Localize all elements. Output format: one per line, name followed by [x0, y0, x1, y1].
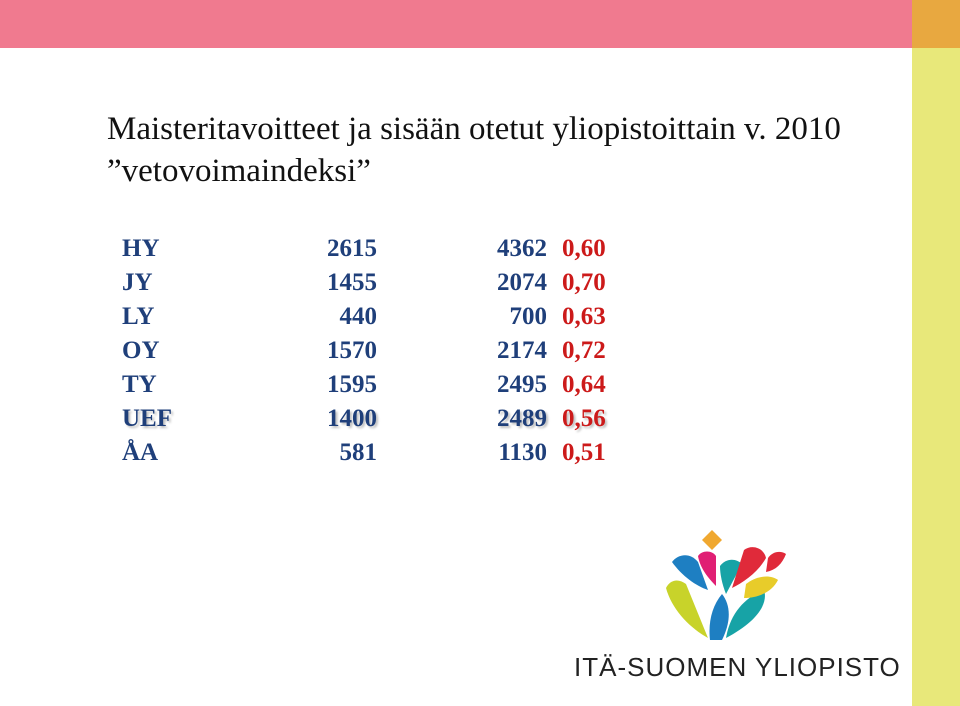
- target-value: 1400: [327, 405, 377, 432]
- admitted-value: 2495: [497, 371, 547, 398]
- target-value: 440: [339, 303, 378, 330]
- title-line-1: Maisteritavoitteet ja sisään otetut ylio…: [107, 111, 841, 147]
- admitted-value: 1130: [498, 439, 547, 466]
- admitted-value: 2489: [497, 405, 547, 432]
- target-value: 1570: [327, 337, 377, 364]
- right-yellow-bar: [912, 48, 960, 706]
- admitted-value: 700: [509, 303, 548, 330]
- attraction-index: 0,64: [562, 371, 606, 398]
- slide-title: Maisteritavoitteet ja sisään otetut ylio…: [107, 108, 907, 192]
- university-name: OY: [122, 337, 160, 364]
- target-value: 2615: [327, 235, 377, 262]
- uef-tree-logo-icon: [666, 530, 786, 640]
- top-pink-band: [0, 0, 912, 48]
- uef-brand-text: ITÄ-SUOMEN YLIOPISTO: [574, 652, 901, 682]
- target-value: 581: [339, 439, 378, 466]
- attraction-index: 0,72: [562, 337, 606, 364]
- university-name: JY: [122, 269, 153, 296]
- attraction-index: 0,51: [562, 439, 606, 466]
- university-name: TY: [122, 371, 157, 398]
- title-line-2: ”vetovoimaindeksi”: [107, 153, 371, 189]
- admitted-value: 2074: [497, 269, 547, 296]
- university-name: ÅA: [122, 439, 159, 466]
- attraction-index: 0,70: [562, 269, 606, 296]
- target-value: 1595: [327, 371, 377, 398]
- target-value: 1455: [327, 269, 377, 296]
- university-name: LY: [122, 303, 155, 330]
- corner-orange-block: [912, 0, 960, 48]
- attraction-index: 0,60: [562, 235, 606, 262]
- university-name: HY: [122, 235, 160, 262]
- attraction-index: 0,56: [562, 405, 606, 432]
- admitted-value: 4362: [497, 235, 547, 262]
- university-name: UEF: [122, 405, 172, 432]
- admitted-value: 2174: [497, 337, 547, 364]
- attraction-index: 0,63: [562, 303, 606, 330]
